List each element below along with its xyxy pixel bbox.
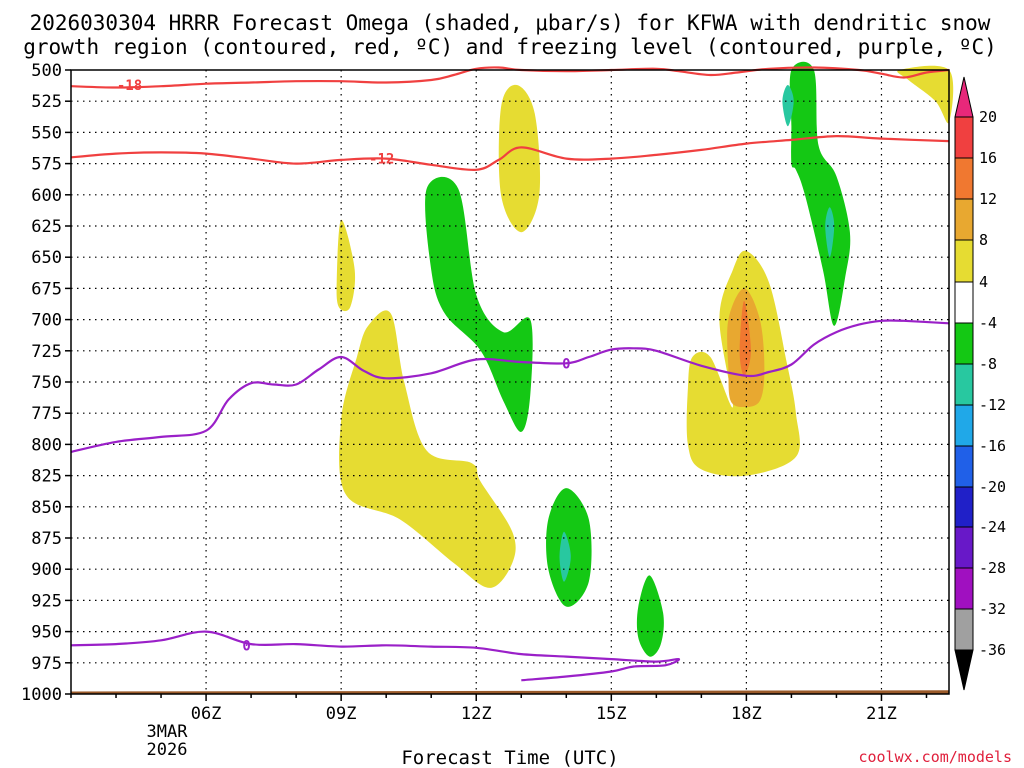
- y-tick-label-875: 875: [31, 529, 62, 549]
- shaded-omega-regions: [336, 61, 954, 657]
- omega-region-green-16z: [636, 575, 664, 657]
- y-tick-label-775: 775: [31, 404, 62, 424]
- x-tick-label-06Z: 06Z: [191, 704, 222, 724]
- contour-label-freezing-level-lower: 0: [242, 638, 250, 654]
- y-tick-label-650: 650: [31, 248, 62, 268]
- x-tick-label-18Z: 18Z: [731, 704, 762, 724]
- colorbar-label--20: -20: [979, 478, 1006, 496]
- y-tick-label-725: 725: [31, 342, 62, 362]
- colorbar-label-16: 16: [979, 149, 997, 167]
- colorbar-label-20: 20: [979, 108, 997, 126]
- contour-label-dgz-minus12: -12: [369, 152, 394, 168]
- y-tick-label-950: 950: [31, 623, 62, 643]
- date-label-year: 2026: [147, 740, 188, 760]
- colorbar-label--8: -8: [979, 355, 997, 373]
- omega-region-yellow-22z-corner: [897, 65, 954, 124]
- y-tick-label-600: 600: [31, 186, 62, 206]
- omega-region-teal-20z: [825, 207, 835, 258]
- x-tick-label-12Z: 12Z: [461, 704, 492, 724]
- credit-text: coolwx.com/models: [858, 748, 1012, 766]
- colorbar-segment--28: [954, 567, 974, 610]
- colorbar-segment-4: [954, 281, 974, 324]
- chart-title-line-1: 2026030304 HRRR Forecast Omega (shaded, …: [30, 11, 991, 35]
- colorbar-segment-12: [954, 198, 974, 241]
- colorbar-segment--20: [954, 486, 974, 528]
- colorbar-segment--4: [954, 322, 974, 365]
- x-tick-label-09Z: 09Z: [326, 704, 357, 724]
- y-tick-label-975: 975: [31, 654, 62, 674]
- x-axis: 06Z 09Z 12Z 15Z 18Z 21Z: [70, 694, 928, 724]
- chart-title-line-2: growth region (contoured, red, ºC) and f…: [23, 35, 997, 59]
- y-axis: 500 525 550 575 600 625 650 675 700 725 750 775 800 8…: [21, 61, 71, 705]
- y-tick-label-925: 925: [31, 591, 62, 611]
- contour-lines: -18 -12 0 0: [70, 66, 950, 682]
- y-tick-label-700: 700: [31, 311, 62, 331]
- x-tick-label-21Z: 21Z: [866, 704, 897, 724]
- y-tick-label-575: 575: [31, 155, 62, 175]
- colorbar-segment--12: [954, 404, 974, 447]
- colorbar-label--28: -28: [979, 559, 1006, 577]
- omega-region-deeporange-18z: [739, 300, 751, 376]
- colorbar-bottom-arrow: [954, 649, 974, 691]
- omega-region-teal-14z: [559, 531, 571, 582]
- contour-freezing-level-lower: [70, 630, 681, 682]
- colorbar-segment--16: [954, 445, 974, 488]
- y-tick-label-800: 800: [31, 435, 62, 455]
- colorbar-label-12: 12: [979, 190, 997, 208]
- y-tick-label-525: 525: [31, 92, 62, 112]
- colorbar-top-arrow: [954, 76, 974, 118]
- colorbar-label--16: -16: [979, 437, 1006, 455]
- y-tick-label-625: 625: [31, 217, 62, 237]
- colorbar-label--32: -32: [979, 600, 1006, 618]
- colorbar-label--12: -12: [979, 396, 1006, 414]
- x-tick-label-15Z: 15Z: [596, 704, 627, 724]
- contour-dgz-minus12: [70, 134, 950, 172]
- omega-region-yellow-10z-large: [339, 310, 516, 588]
- grid-lines: [71, 70, 949, 694]
- contour-freezing-level-upper: [70, 319, 950, 453]
- colorbar-label--4: -4: [979, 314, 997, 332]
- colorbar-label--36: -36: [979, 641, 1006, 659]
- x-axis-label: Forecast Time (UTC): [401, 747, 618, 768]
- omega-region-yellow-09z-small: [336, 219, 356, 312]
- omega-region-teal-19z: [782, 85, 794, 127]
- date-label-month: 3MAR: [147, 722, 189, 742]
- colorbar-segment-8: [954, 239, 974, 283]
- colorbar-label-8: 8: [979, 231, 988, 249]
- y-tick-label-825: 825: [31, 467, 62, 487]
- y-tick-label-550: 550: [31, 123, 62, 143]
- contour-label-freezing-level-upper: 0: [562, 356, 570, 372]
- y-tick-label-1000: 1000: [21, 685, 62, 705]
- colorbar-segment--8: [954, 363, 974, 406]
- colorbar: 20 16 12 8 4 -4 -8 -12 -16 -20 -24 -28 -32 -36: [954, 76, 1006, 691]
- y-tick-label-750: 750: [31, 373, 62, 393]
- colorbar-segment-16: [954, 157, 974, 200]
- colorbar-segment--32: [954, 608, 974, 651]
- omega-region-yellow-upper-13z: [498, 84, 541, 233]
- omega-region-green-12z: [425, 176, 533, 432]
- terrain-band: [71, 690, 949, 694]
- colorbar-label-4: 4: [979, 273, 988, 291]
- colorbar-segment-20: [954, 116, 974, 159]
- y-tick-label-900: 900: [31, 560, 62, 580]
- omega-region-green-19z: [789, 61, 851, 326]
- y-tick-label-675: 675: [31, 279, 62, 299]
- terrain-fill: [71, 690, 949, 694]
- colorbar-segment--24: [954, 526, 974, 569]
- y-tick-label-850: 850: [31, 498, 62, 518]
- contour-label-dgz-minus18: -18: [117, 78, 142, 94]
- y-tick-label-500: 500: [31, 61, 62, 81]
- colorbar-label--24: -24: [979, 518, 1006, 536]
